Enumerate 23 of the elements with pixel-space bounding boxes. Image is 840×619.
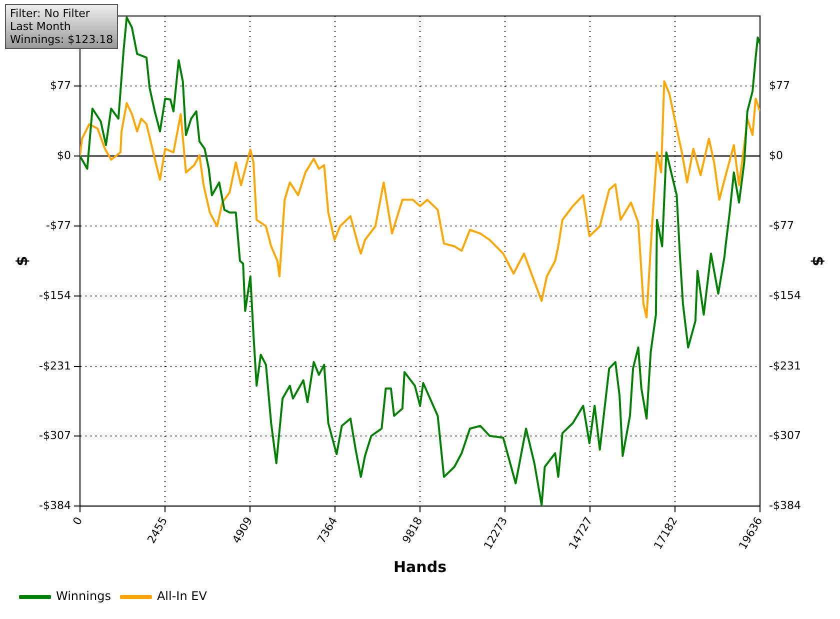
y2-tick-label: $0 (769, 148, 784, 162)
legend-label: All-In EV (156, 589, 208, 604)
y-axis-title: $ (12, 256, 31, 266)
y-tick-label: $77 (50, 78, 71, 92)
text: Last Month (10, 20, 72, 33)
y2-tick-label: -$154 (769, 288, 802, 302)
y2-tick-label: -$384 (769, 498, 802, 512)
x-axis-title: Hands (393, 558, 447, 576)
y2-tick-label: -$77 (769, 218, 794, 232)
x-tick-label: 0 (70, 514, 86, 528)
y-tick-label: -$231 (38, 359, 71, 372)
annotation: Winnings: $123.18 (10, 33, 114, 46)
y-tick-label: -$384 (38, 498, 71, 512)
y2-tick-label: -$307 (769, 428, 802, 442)
y2-axis-title: $ (809, 256, 828, 266)
legend-label: Winnings (56, 589, 111, 604)
annotation: Filter: No Filter (10, 7, 91, 20)
y-tick-label: -$77 (46, 218, 71, 232)
y-tick-label: -$307 (38, 428, 71, 442)
y2-tick-label: $77 (769, 78, 790, 92)
y-tick-label: -$154 (38, 288, 71, 302)
y-tick-label: $0 (56, 148, 71, 162)
y2-tick-label: -$231 (769, 359, 802, 372)
